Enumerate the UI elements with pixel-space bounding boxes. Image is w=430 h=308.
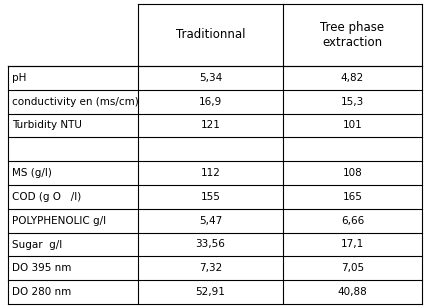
Text: 5,34: 5,34 [199, 73, 222, 83]
Text: DO 280 nm: DO 280 nm [12, 287, 71, 297]
Text: 33,56: 33,56 [196, 240, 225, 249]
Text: 121: 121 [200, 120, 221, 131]
Text: 52,91: 52,91 [196, 287, 225, 297]
Text: 15,3: 15,3 [341, 97, 364, 107]
Text: 108: 108 [343, 168, 362, 178]
Text: Tree phase
extraction: Tree phase extraction [320, 21, 384, 49]
Text: conductivity en (ms/cm): conductivity en (ms/cm) [12, 97, 139, 107]
Text: 155: 155 [200, 192, 221, 202]
Text: 16,9: 16,9 [199, 97, 222, 107]
Text: 6,66: 6,66 [341, 216, 364, 226]
Text: 17,1: 17,1 [341, 240, 364, 249]
Text: Traditionnal: Traditionnal [176, 29, 245, 42]
Text: 101: 101 [343, 120, 362, 131]
Text: MS (g/l): MS (g/l) [12, 168, 52, 178]
Text: 4,82: 4,82 [341, 73, 364, 83]
Text: pH: pH [12, 73, 26, 83]
Text: COD (g O   /l): COD (g O /l) [12, 192, 81, 202]
Text: 112: 112 [200, 168, 221, 178]
Text: 40,88: 40,88 [338, 287, 367, 297]
Text: POLYPHENOLIC g/l: POLYPHENOLIC g/l [12, 216, 106, 226]
Text: 165: 165 [343, 192, 362, 202]
Text: 5,47: 5,47 [199, 216, 222, 226]
Text: Turbidity NTU: Turbidity NTU [12, 120, 82, 131]
Text: 7,32: 7,32 [199, 263, 222, 273]
Text: Sugar  g/l: Sugar g/l [12, 240, 62, 249]
Text: 7,05: 7,05 [341, 263, 364, 273]
Text: DO 395 nm: DO 395 nm [12, 263, 71, 273]
